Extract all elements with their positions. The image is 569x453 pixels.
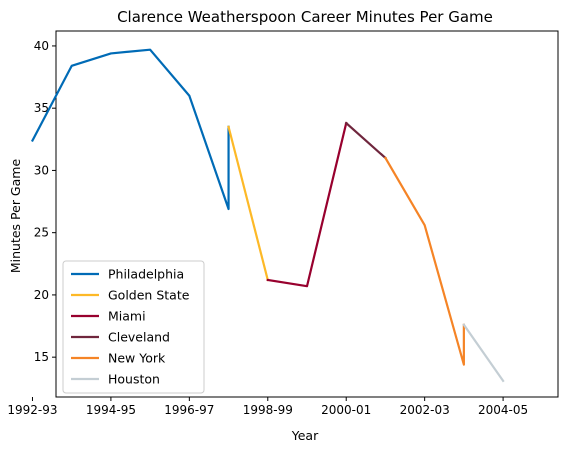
plot-frame bbox=[55, 30, 559, 398]
y-tick-label: 20 bbox=[34, 288, 49, 302]
y-tick-label: 25 bbox=[34, 226, 49, 240]
x-tick-label: 1992-93 bbox=[7, 403, 57, 417]
y-axis: 15 20 25 30 35 40 bbox=[34, 39, 56, 364]
legend-entry: Philadelphia bbox=[108, 267, 184, 282]
series-line-cleveland bbox=[344, 121, 387, 160]
series-line-new-york bbox=[383, 156, 465, 366]
legend-entry: Miami bbox=[108, 309, 146, 324]
x-tick-label: 2004-05 bbox=[478, 403, 528, 417]
series-line-golden-state bbox=[227, 125, 270, 282]
y-tick-label: 35 bbox=[34, 101, 49, 115]
legend: Philadelphia Golden State Miami Cleveland Ne… bbox=[62, 260, 205, 394]
x-axis: 1992-93 1994-95 1996-97 1998-99 2000-01 2002-… bbox=[7, 397, 528, 417]
x-tick-label: 2002-03 bbox=[400, 403, 450, 417]
legend-entry: Houston bbox=[108, 372, 160, 387]
y-axis-label: Minutes Per Game bbox=[8, 159, 23, 274]
x-tick-label: 2000-01 bbox=[321, 403, 371, 417]
x-tick-label: 1996-97 bbox=[164, 403, 214, 417]
legend-entry: Cleveland bbox=[108, 330, 170, 345]
legend-entry: New York bbox=[108, 351, 166, 366]
plot-area bbox=[55, 30, 559, 398]
legend-entry: Golden State bbox=[108, 288, 190, 303]
chart-title: Clarence Weatherspoon Career Minutes Per… bbox=[117, 8, 493, 26]
x-tick-label: 1994-95 bbox=[86, 403, 136, 417]
x-axis-label: Year bbox=[291, 428, 319, 443]
series-line-houston bbox=[462, 323, 505, 383]
x-tick-label: 1998-99 bbox=[243, 403, 293, 417]
series-layer bbox=[30, 48, 505, 383]
y-tick-label: 15 bbox=[34, 350, 49, 364]
series-line-miami bbox=[266, 121, 348, 288]
series-line-philadelphia bbox=[30, 48, 230, 211]
y-tick-label: 30 bbox=[34, 163, 49, 177]
y-tick-label: 40 bbox=[34, 39, 49, 53]
